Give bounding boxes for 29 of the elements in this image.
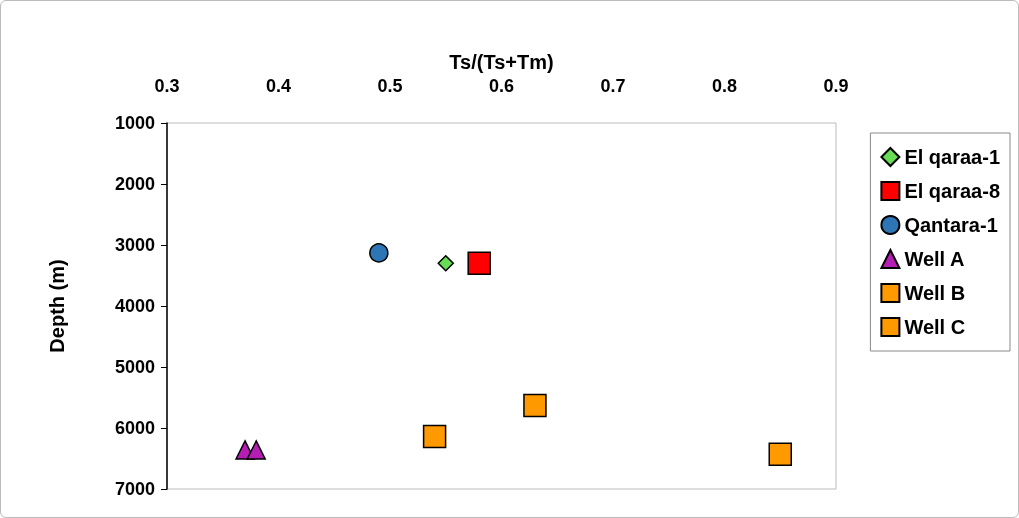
x-tick-label: 0.6 bbox=[488, 76, 515, 96]
y-axis-title: Depth (m) bbox=[46, 259, 68, 353]
x-tick-label: 0.8 bbox=[711, 76, 738, 96]
legend-label: Well B bbox=[904, 282, 966, 304]
point bbox=[467, 251, 491, 276]
y-tick-label: 4000 bbox=[114, 296, 155, 316]
point bbox=[523, 393, 547, 418]
legend-label: El qaraa-8 bbox=[904, 180, 1000, 202]
x-tick-label: 0.7 bbox=[600, 76, 626, 96]
y-tick-label: 6000 bbox=[114, 418, 155, 438]
y-tick-label: 2000 bbox=[114, 174, 155, 194]
point bbox=[422, 424, 447, 449]
point bbox=[369, 243, 389, 263]
y-tick-label: 7000 bbox=[114, 479, 155, 499]
legend-label: Well A bbox=[904, 248, 965, 270]
y-tick-label: 3000 bbox=[114, 235, 155, 255]
x-tick-label: 0.3 bbox=[154, 76, 180, 96]
legend-label: Qantara-1 bbox=[904, 214, 998, 236]
point bbox=[768, 442, 792, 466]
y-tick-label: 5000 bbox=[114, 357, 155, 377]
legend-label: El qaraa-1 bbox=[904, 146, 1000, 168]
legend-label: Well C bbox=[904, 316, 966, 338]
point bbox=[437, 255, 454, 272]
x-tick-label: 0.9 bbox=[823, 76, 849, 96]
y-tick-label: 1000 bbox=[114, 113, 155, 133]
x-tick-label: 0.5 bbox=[377, 76, 403, 96]
x-axis-title: Ts/(Ts+Tm) bbox=[449, 51, 554, 74]
point bbox=[246, 440, 266, 460]
x-tick-label: 0.4 bbox=[265, 76, 292, 96]
